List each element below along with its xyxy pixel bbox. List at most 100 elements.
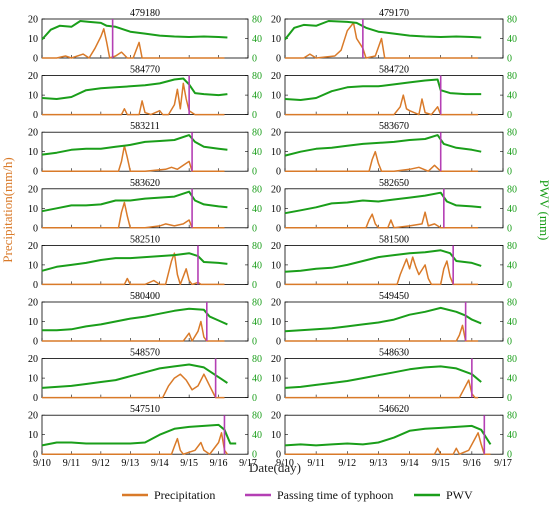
right-tick-label: 80 — [252, 184, 262, 195]
legend: Precipitation Passing time of typhoon PW… — [122, 488, 473, 502]
left-tick-label: 10 — [28, 34, 38, 45]
left-tick-label: 10 — [28, 317, 38, 328]
left-tick-label: 0 — [276, 280, 281, 291]
left-tick-label: 10 — [271, 430, 281, 441]
left-tick-label: 0 — [276, 167, 281, 178]
panel-frame — [41, 414, 249, 455]
precipitation-line — [42, 320, 225, 342]
left-tick-label: 10 — [28, 147, 38, 158]
left-tick-label: 20 — [28, 184, 38, 195]
panel-584770: 584770 0 10 20 0 40 80 — [28, 65, 262, 122]
precipitation-line — [42, 201, 225, 229]
left-tick-label: 10 — [28, 374, 38, 385]
left-tick-label: 0 — [33, 110, 38, 121]
x-tick-label: 9/14 — [151, 458, 169, 469]
x-tick-label: 9/10 — [33, 458, 51, 469]
x-axis-label: Date(day) — [249, 460, 301, 475]
right-y-axis-label: PWV (mm) — [537, 180, 550, 241]
precipitation-line — [285, 94, 479, 116]
x-tick-label: 9/13 — [370, 458, 388, 469]
precipitation-line — [285, 324, 479, 342]
panel-580400: 580400 0 10 20 0 40 80 — [28, 291, 262, 348]
panel-548570: 548570 0 10 20 0 40 80 — [28, 348, 262, 405]
right-tick-label: 80 — [507, 411, 517, 422]
left-tick-label: 20 — [28, 411, 38, 422]
left-tick-label: 0 — [33, 337, 38, 348]
left-tick-label: 20 — [28, 241, 38, 252]
pwv-line — [284, 191, 482, 215]
x-tick-label: 9/17 — [494, 458, 512, 469]
left-tick-label: 20 — [271, 298, 281, 309]
panel-title: 583211 — [130, 121, 160, 132]
panel-frame — [41, 188, 249, 229]
panel-frame — [284, 358, 504, 399]
left-tick-label: 10 — [271, 147, 281, 158]
right-tick-label: 0 — [252, 223, 257, 234]
x-tick-label: 9/11 — [63, 458, 80, 469]
pwv-line — [284, 78, 482, 101]
precipitation-line — [42, 432, 229, 455]
right-tick-label: 40 — [252, 34, 262, 45]
right-tick-label: 40 — [507, 260, 517, 271]
panel-583620: 583620 0 10 20 0 40 80 — [28, 178, 262, 235]
right-tick-label: 40 — [507, 34, 517, 45]
right-tick-label: 40 — [507, 147, 517, 158]
right-tick-label: 0 — [507, 280, 512, 291]
panel-582510: 582510 0 10 20 0 40 80 — [28, 234, 262, 291]
left-tick-label: 20 — [271, 354, 281, 365]
right-tick-label: 0 — [252, 167, 257, 178]
legend-label-precipitation: Precipitation — [154, 488, 215, 502]
right-tick-label: 40 — [507, 204, 517, 215]
pwv-line — [41, 77, 228, 100]
pwv-line — [41, 423, 237, 447]
right-tick-label: 0 — [507, 223, 512, 234]
pwv-line — [42, 307, 228, 332]
pwv-line — [41, 134, 228, 156]
panel-title: 582510 — [130, 234, 160, 245]
left-tick-label: 0 — [33, 280, 38, 291]
panel-549450: 549450 0 10 20 0 40 80 — [271, 291, 517, 348]
right-tick-label: 40 — [252, 204, 262, 215]
right-tick-label: 0 — [252, 110, 257, 121]
x-tick-label: 9/10 — [276, 458, 294, 469]
left-tick-label: 0 — [33, 167, 38, 178]
panel-547510: 547510 0 10 20 0 40 80 9/10 9/11 9/12 9/13 9/14 9/15… — [28, 404, 262, 469]
left-tick-label: 20 — [28, 354, 38, 365]
panel-583670: 583670 0 10 20 0 40 80 — [271, 121, 517, 178]
panel-title: 584770 — [130, 65, 160, 76]
right-tick-label: 40 — [507, 430, 517, 441]
panel-title: 584720 — [379, 65, 409, 76]
panel-title: 479170 — [379, 8, 409, 19]
left-tick-label: 20 — [271, 184, 281, 195]
panel-frame — [284, 244, 504, 285]
pwv-line — [41, 252, 228, 272]
left-tick-label: 10 — [271, 317, 281, 328]
x-tick-label: 9/12 — [338, 458, 356, 469]
x-tick-label: 9/16 — [463, 458, 481, 469]
right-tick-label: 0 — [252, 280, 257, 291]
right-tick-label: 80 — [507, 354, 517, 365]
left-tick-label: 10 — [271, 91, 281, 102]
left-tick-label: 20 — [271, 411, 281, 422]
left-tick-label: 0 — [33, 393, 38, 404]
panel-title: 583670 — [379, 121, 409, 132]
right-tick-label: 0 — [252, 393, 257, 404]
right-tick-label: 40 — [507, 317, 517, 328]
right-tick-label: 80 — [507, 128, 517, 139]
precipitation-line — [285, 379, 479, 399]
legend-label-pwv: PWV — [446, 488, 473, 502]
left-tick-label: 10 — [28, 204, 38, 215]
pwv-line — [41, 20, 228, 41]
precipitation-line — [285, 211, 479, 229]
right-tick-label: 80 — [252, 71, 262, 82]
panel-frame — [284, 188, 504, 229]
right-tick-label: 80 — [507, 71, 517, 82]
panel-title: 548570 — [130, 348, 160, 359]
panel-frame — [284, 131, 504, 172]
right-tick-label: 40 — [252, 91, 262, 102]
panel-frame — [41, 301, 249, 342]
left-tick-label: 0 — [276, 393, 281, 404]
right-tick-label: 80 — [252, 354, 262, 365]
panel-583211: 583211 0 10 20 0 40 80 — [28, 121, 262, 178]
